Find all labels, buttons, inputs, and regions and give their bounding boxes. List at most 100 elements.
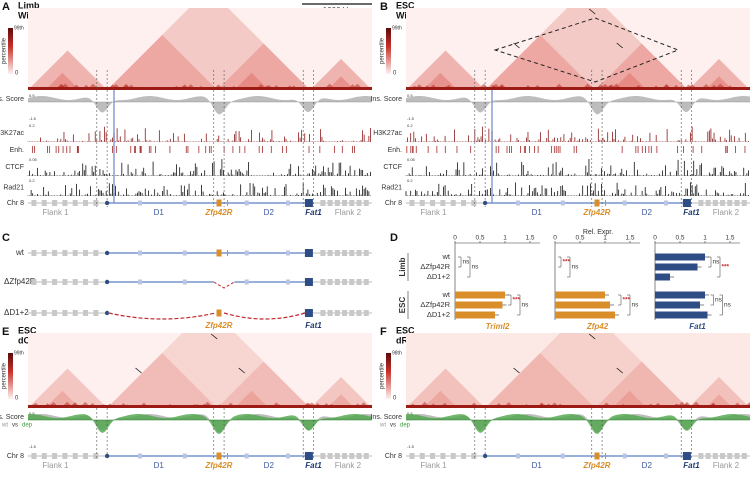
bar [655,301,700,309]
zfp42r-box [216,249,222,257]
colorbar-top: 98th [392,350,402,356]
gene-box [516,453,521,459]
arrow [588,333,596,340]
deletion [108,312,306,320]
gene-label: Triml2 [486,322,510,331]
gene-box [363,310,369,316]
colorbar-label: percentile [2,37,8,64]
region-label: D1 [532,208,543,217]
gene-box [320,250,326,256]
hic-domain [327,76,355,90]
track-scale: 0.5 [407,411,413,416]
deleted-cover [213,278,235,286]
track-scale: 0.5 [29,93,35,98]
gene-box [720,453,726,459]
gene-box [342,310,348,316]
gene-box [734,200,740,206]
boundary-dot [104,310,110,316]
ins-score-dep [406,414,750,434]
track-label: Rad21 [3,184,24,191]
track-scale: 0.05 [407,157,416,162]
chr-label: Chr 8 [385,453,402,460]
hic-domain [107,333,311,408]
colorbar-bottom: 0 [393,71,397,77]
hic-domain [310,59,372,90]
signal [405,182,749,196]
gene-box [62,310,68,316]
zfp42r-box [216,199,222,207]
gene-box [327,250,333,256]
gene-box [622,200,627,206]
gene-label: Zfp42R [204,321,232,330]
row-label: wt [442,290,451,299]
region-label: Flank 2 [335,208,362,217]
gene-box [342,279,348,285]
track-scale: 0.5 [29,411,35,416]
bar [555,301,610,309]
legend-entry: dep [400,423,411,429]
gene-box [471,453,477,459]
legend-entry: dep [22,423,33,429]
significance: ns [724,302,732,309]
track-label: CTCF [5,164,24,171]
sig-bracket [508,294,512,306]
chr-label: Chr 8 [385,200,402,207]
hic-domain [107,8,311,90]
bar [655,311,708,319]
gene-box [342,250,348,256]
gene-box [182,453,187,459]
colorbar-bottom: 0 [15,396,19,402]
gene-box [698,200,704,206]
region-label: Flank 2 [713,208,740,217]
row-label: ΔZfp42R [420,300,450,309]
gene-box [450,453,456,459]
signal [27,159,371,176]
tick-label: 0 [453,235,457,242]
gene-box [244,200,249,206]
gene-box [286,200,290,206]
gene-box [356,279,362,285]
track-scale: 0.05 [29,157,38,162]
track-label: Ins. Score [0,414,24,421]
gene-box [31,279,37,285]
gene-box [440,200,446,206]
gene-box [461,200,467,206]
region-label: D1 [532,461,543,470]
track-scale: 0.2 [29,123,35,128]
track-scale: 0.5 [407,93,413,98]
hic-domain [107,34,218,90]
gene-box [705,453,711,459]
gene-box [138,200,143,206]
track-label: H3K27ac [373,130,402,137]
hic-domain [310,377,372,408]
panel-title: Limb [18,0,40,10]
sig-bracket [618,294,622,306]
significance: *** [563,259,571,266]
ins-score [28,96,372,115]
region-label: Zfp42R [204,461,232,470]
allele-label: wt [15,248,25,257]
significance: ns [715,297,723,304]
hic-domain [485,352,596,408]
colorbar-label: percentile [2,362,8,389]
bar [455,301,503,309]
gene-box [356,310,362,316]
region-label: Flank 1 [420,461,447,470]
significance: ns [522,302,530,309]
gene-box [430,200,436,206]
gene-box [363,279,369,285]
gene-box [320,453,326,459]
gene-box [430,453,436,459]
zfp42r-box [594,452,600,460]
track-label: Ins. Score [370,414,402,421]
arrow [210,333,218,340]
hic-domain [423,390,458,408]
sig-bracket [719,294,723,316]
gene-box [72,250,78,256]
gene-box [72,310,78,316]
gene-box [41,250,47,256]
region-label: Zfp42R [204,208,232,217]
tick-label: 0.5 [575,235,584,242]
track-scale: -1.5 [29,444,37,449]
